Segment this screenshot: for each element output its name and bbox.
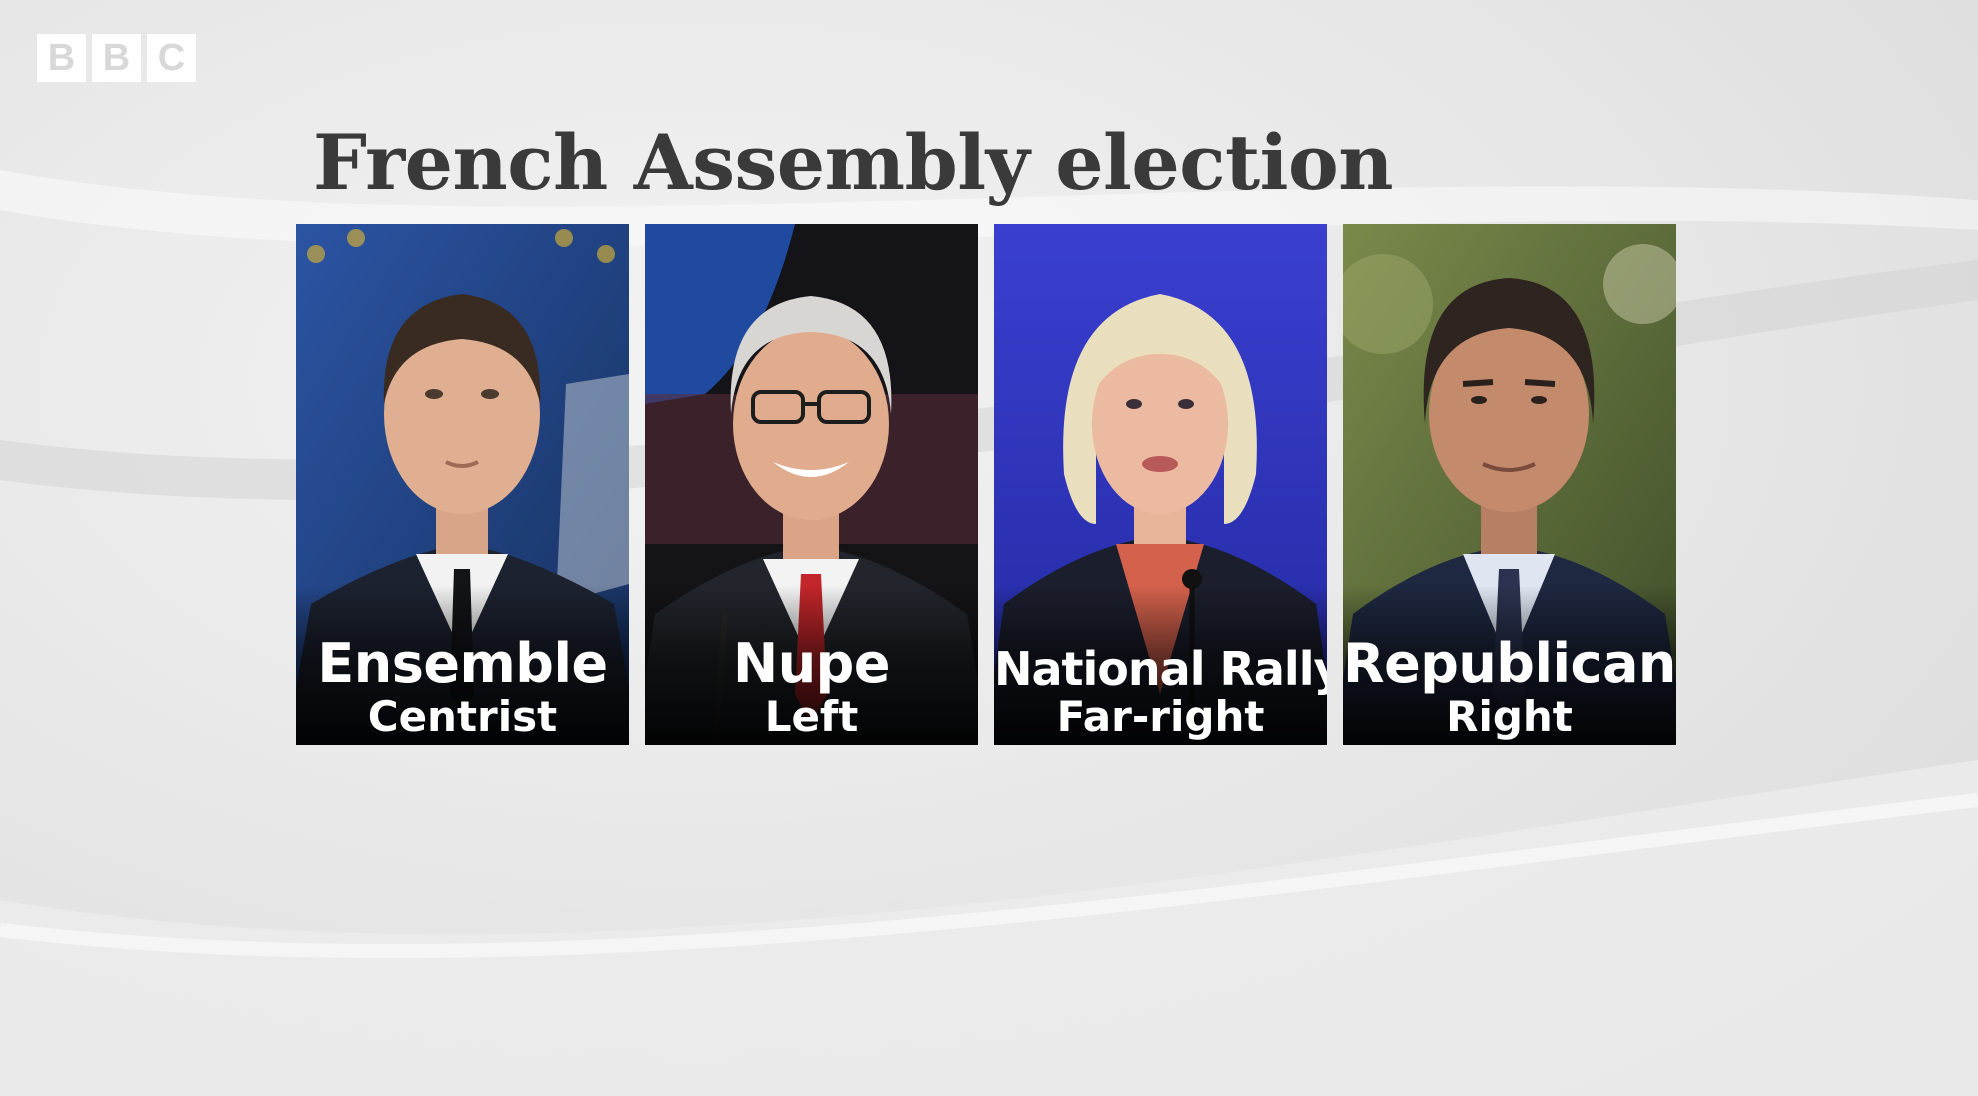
party-leaning: Left — [764, 692, 859, 741]
seat-count: 245 — [296, 742, 629, 745]
page-title: French Assembly election — [313, 118, 1393, 207]
party-name: Nupe — [733, 632, 890, 695]
bbc-logo: B B C — [37, 34, 196, 82]
bbc-logo-letter: C — [147, 34, 196, 82]
bbc-logo-letter: B — [92, 34, 141, 82]
party-card-nupe: Nupe Left 131 — [645, 224, 978, 745]
bbc-logo-letter: B — [37, 34, 86, 82]
party-leaning: Right — [1446, 692, 1573, 741]
party-card-ensemble: Ensemble Centrist 245 — [296, 224, 629, 745]
party-card-republicans: Republicans Right 64 — [1343, 224, 1676, 745]
party-card-national-rally: National Rally Far-right 89 — [994, 224, 1327, 745]
party-name: Republicans — [1343, 632, 1676, 695]
seat-count: 131 — [645, 742, 978, 745]
party-name: Ensemble — [317, 632, 608, 695]
party-leaning: Centrist — [367, 692, 558, 741]
party-leaning: Far-right — [1056, 692, 1265, 741]
seat-count: 89 — [994, 742, 1327, 745]
party-name: National Rally — [994, 642, 1327, 696]
seat-count: 64 — [1343, 742, 1676, 745]
